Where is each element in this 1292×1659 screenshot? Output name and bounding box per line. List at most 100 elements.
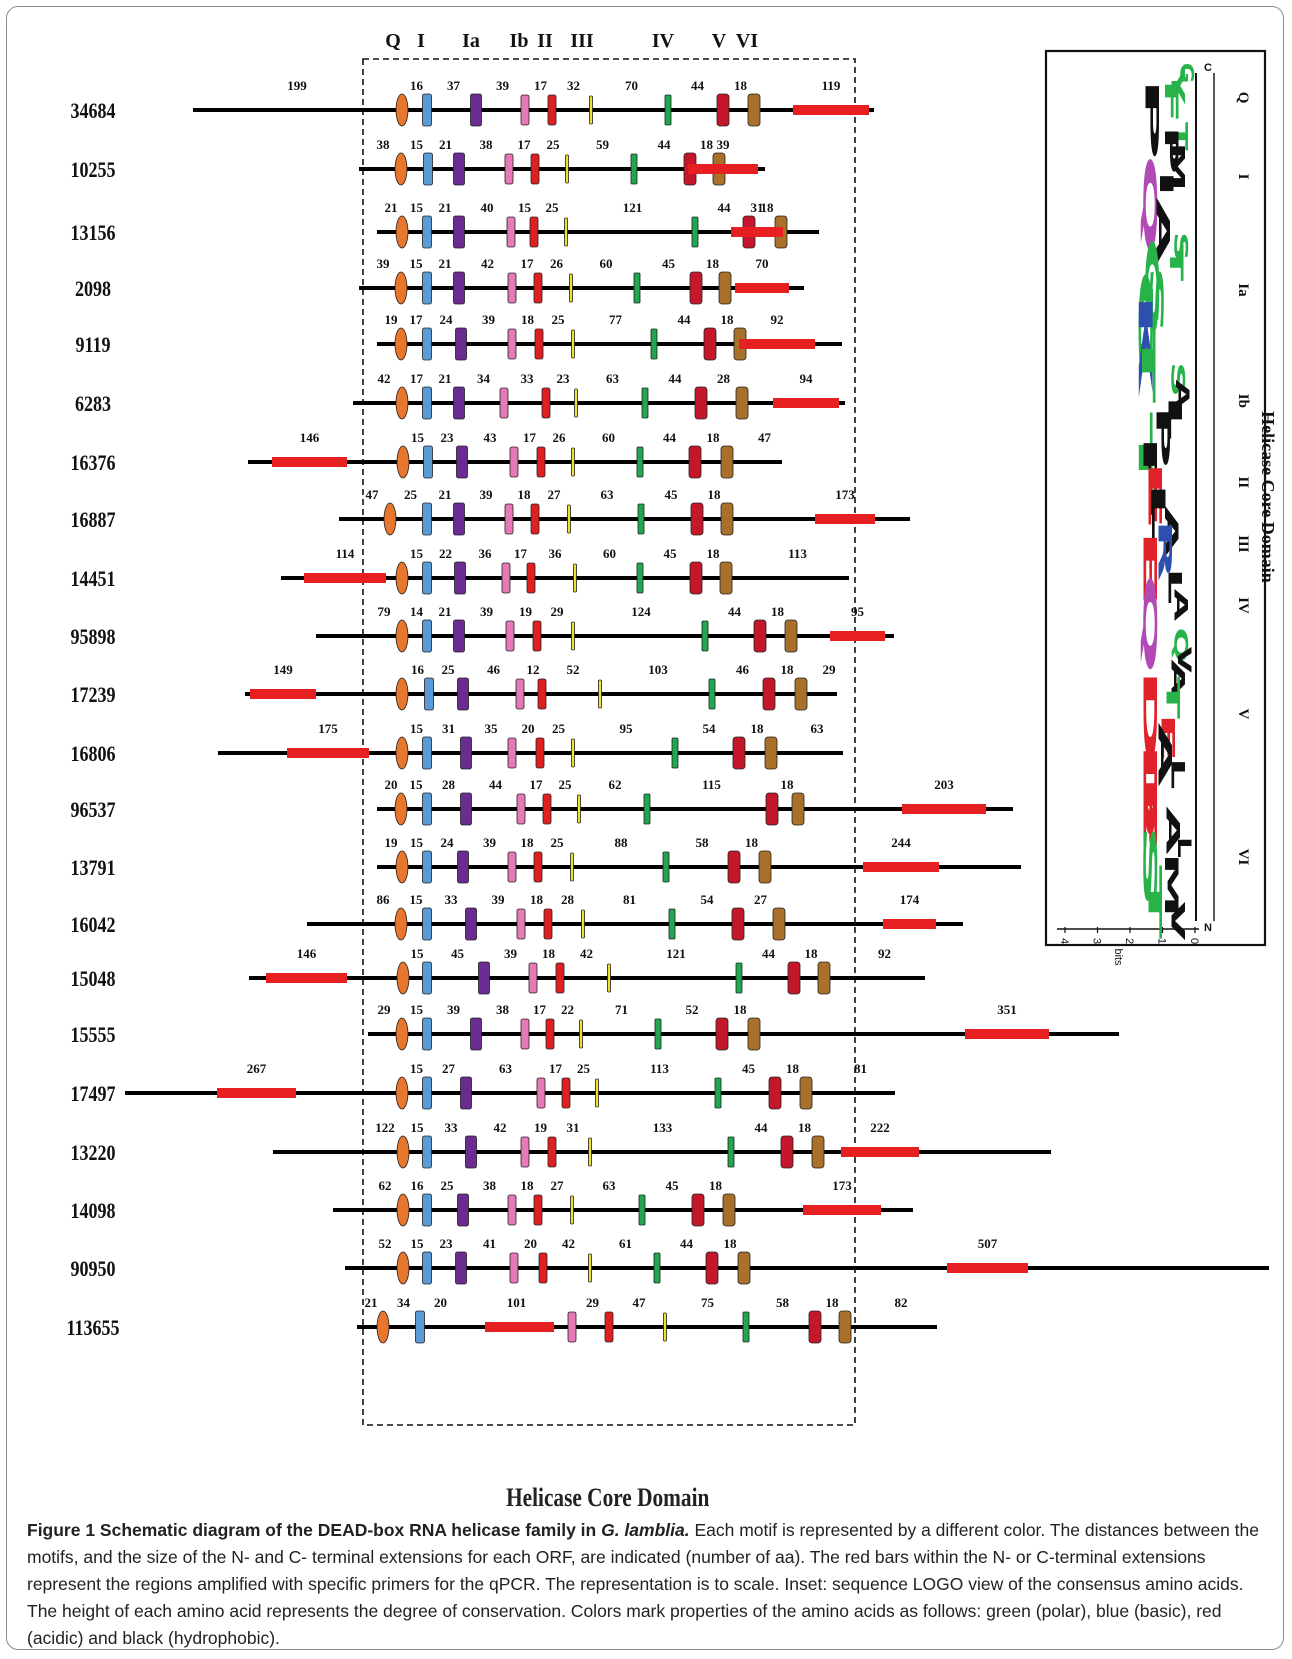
inter-motif-distance: 20 [434, 1295, 447, 1310]
logo-residue-glyph: Q [1170, 627, 1192, 663]
inter-motif-distance: 18 [721, 312, 735, 327]
motif-ia-2 [455, 327, 467, 361]
c-terminal-length: 222 [870, 1120, 890, 1135]
orf-row: 17239 149 16 25 46 12 52 103 46 18 29 [70, 662, 837, 711]
inter-motif-distance: 16 [411, 1178, 425, 1193]
motif-iii-5 [573, 563, 577, 593]
inter-motif-distance: 43 [484, 430, 498, 445]
motif-ii-4 [543, 908, 553, 940]
motif-ia-2 [465, 1135, 477, 1169]
motif-q-0 [395, 561, 409, 595]
c-terminal-length: 351 [997, 1002, 1017, 1017]
inter-motif-distance: 42 [562, 1236, 575, 1251]
inter-motif-distance: 61 [619, 1236, 632, 1251]
motif-q-0 [395, 93, 409, 127]
inter-motif-distance: 27 [442, 1061, 456, 1076]
motif-v-7 [765, 792, 779, 826]
motif-ia-2 [478, 961, 490, 995]
n-terminal-length: 267 [247, 1061, 267, 1076]
orf-id-label: 13156 [70, 221, 115, 245]
motif-iv-6 [668, 908, 676, 940]
orf-row: 13220 122 15 33 42 19 31 133 44 18 222 [70, 1120, 1051, 1169]
motif-ib-3 [536, 1077, 546, 1109]
primer-region-bar [815, 514, 875, 524]
n-terminus-label: N [1204, 922, 1212, 934]
motif-ia-2 [456, 445, 468, 479]
n-terminal-length: 199 [287, 78, 307, 93]
motif-vi-8 [772, 907, 786, 941]
motif-ii-4 [530, 503, 540, 535]
motif-ib-3 [520, 1018, 530, 1050]
motif-ii-4 [604, 1311, 614, 1343]
inter-motif-distance: 28 [442, 777, 456, 792]
inter-motif-distance: 18 [706, 256, 720, 271]
motif-q-0 [395, 215, 409, 249]
inter-motif-distance: 34 [477, 371, 491, 386]
orf-id-label: 14451 [70, 567, 115, 591]
primer-region-bar [287, 748, 369, 758]
motif-header-III: III [570, 30, 594, 52]
inter-motif-distance: 15 [410, 200, 424, 215]
motif-ib-3 [507, 272, 517, 304]
motif-ib-3 [504, 503, 514, 535]
inter-motif-distance: 44 [728, 604, 742, 619]
logo-residue-glyph: P [1141, 75, 1163, 161]
n-terminal-length: 29 [378, 1002, 392, 1017]
logo-residue-glyph: M [1167, 142, 1189, 192]
motif-i-1 [422, 619, 432, 653]
n-terminal-length: 86 [377, 892, 391, 907]
c-terminal-length: 173 [832, 1178, 852, 1193]
primer-region-bar [266, 973, 347, 983]
motif-vi-8 [784, 619, 798, 653]
motif-iii-5 [571, 447, 575, 477]
inter-motif-distance: 121 [623, 200, 643, 215]
inter-motif-distance: 115 [702, 777, 721, 792]
inter-motif-distance: 88 [615, 835, 629, 850]
inter-motif-distance: 33 [521, 371, 535, 386]
motif-i-1 [422, 561, 432, 595]
inter-motif-distance: 44 [755, 1120, 769, 1135]
logo-residue-glyph: A [1154, 722, 1176, 787]
motif-ib-3 [505, 620, 515, 652]
orf-row: 34684 199 16 37 39 17 32 70 44 18 119 [70, 78, 874, 127]
logo-residue-glyph: S [1139, 823, 1161, 910]
inter-motif-distance: 45 [662, 256, 676, 271]
motif-i-1 [422, 386, 432, 420]
inter-motif-distance: 18 [745, 835, 759, 850]
inter-motif-distance: 25 [546, 200, 560, 215]
motif-header-V: V [712, 30, 727, 52]
inter-motif-distance: 17 [410, 371, 424, 386]
inter-motif-distance: 15 [411, 1120, 425, 1135]
logo-residue-glyph: M [1160, 852, 1182, 919]
motif-iv-6 [650, 328, 658, 360]
logo-residue-glyph: T [1137, 318, 1159, 403]
n-terminal-length: 114 [336, 546, 355, 561]
motif-iv-6 [742, 1311, 750, 1343]
motif-vi-8 [764, 736, 778, 770]
logo-residue-glyph: P [1139, 432, 1161, 521]
inter-motif-distance: 15 [411, 946, 425, 961]
motif-vi-8 [722, 1193, 736, 1227]
inter-motif-distance: 101 [507, 1295, 527, 1310]
orf-row: 16376 146 15 23 43 17 26 60 44 18 47 [70, 430, 782, 479]
motif-ia-2 [457, 1193, 469, 1227]
motif-vi-8 [838, 1310, 852, 1344]
inter-motif-distance: 31 [567, 1120, 580, 1135]
inter-motif-distance: 44 [680, 1236, 694, 1251]
inter-motif-distance: 17 [521, 256, 535, 271]
inter-motif-distance: 42 [494, 1120, 507, 1135]
inter-motif-distance: 62 [609, 777, 622, 792]
primer-region-bar [965, 1029, 1049, 1039]
n-terminal-length: 19 [385, 835, 399, 850]
inter-motif-distance: 33 [445, 892, 459, 907]
motif-q-0 [395, 1076, 409, 1110]
motif-ib-3 [528, 962, 538, 994]
figure-caption: Figure 1 Schematic diagram of the DEAD-b… [27, 1517, 1267, 1649]
c-terminal-length: 39 [717, 137, 731, 152]
inter-motif-distance: 23 [440, 1236, 454, 1251]
orf-id-label: 9119 [75, 333, 110, 357]
motif-ia-2 [460, 1076, 472, 1110]
motif-ib-3 [520, 94, 530, 126]
inter-motif-distance: 25 [442, 662, 456, 677]
motif-iv-6 [630, 153, 638, 185]
